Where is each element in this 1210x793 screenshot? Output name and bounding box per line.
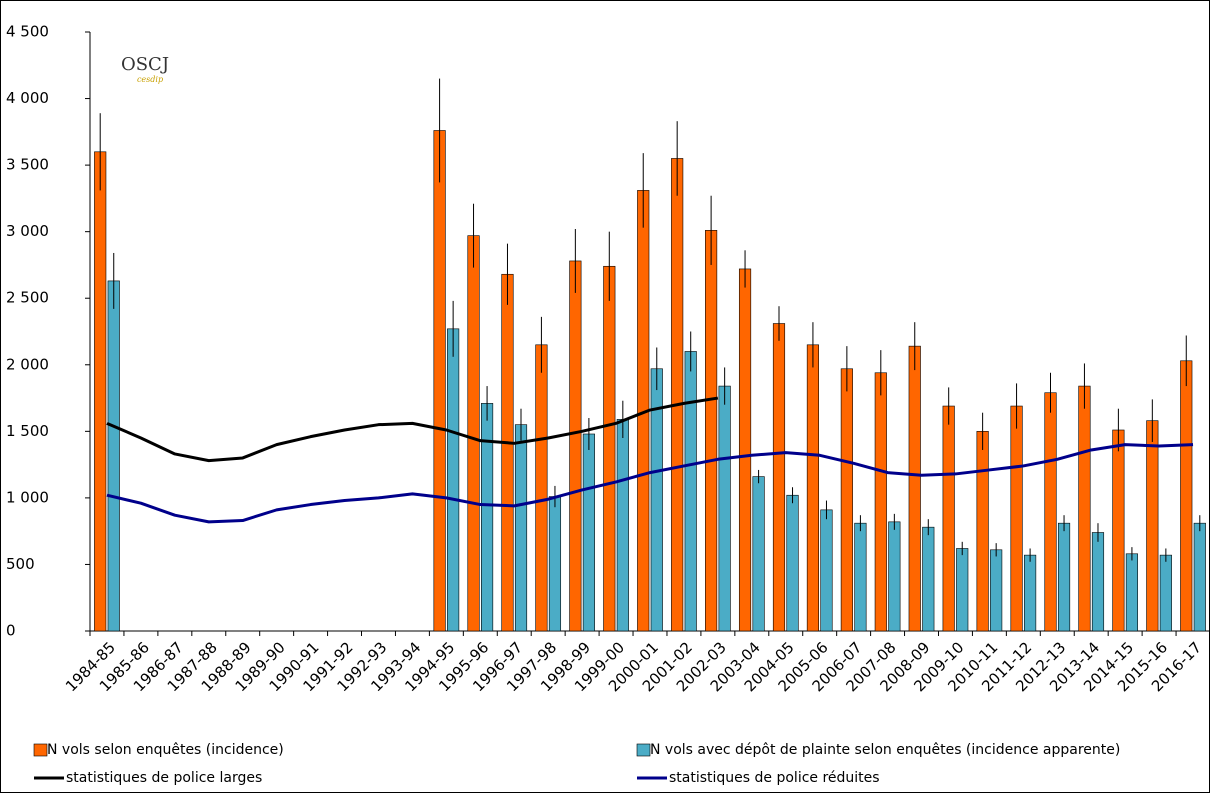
bar xyxy=(616,419,629,632)
bar xyxy=(548,496,562,632)
bar xyxy=(467,235,480,632)
y-tick-label: 1 000 xyxy=(6,488,49,506)
bar xyxy=(956,548,969,632)
line xyxy=(106,443,1194,524)
bar xyxy=(718,385,731,632)
bar xyxy=(1024,554,1037,632)
bar xyxy=(1112,429,1125,632)
bar xyxy=(569,260,582,632)
bar xyxy=(786,494,799,632)
y-tick-label: 2 500 xyxy=(6,289,49,307)
bar xyxy=(94,151,107,632)
bar xyxy=(738,268,752,632)
y-tick-label: 4 500 xyxy=(6,23,49,41)
bar xyxy=(1159,554,1172,632)
bar xyxy=(684,351,697,632)
bar xyxy=(854,522,867,632)
bar xyxy=(1010,405,1023,632)
bar xyxy=(433,130,446,632)
bar xyxy=(582,433,595,632)
bar xyxy=(481,403,494,632)
bar xyxy=(908,345,921,632)
bar xyxy=(1193,522,1206,632)
bar xyxy=(820,509,833,632)
bar xyxy=(603,265,616,632)
legend-label: statistiques de police réduites xyxy=(669,770,880,786)
bar xyxy=(922,526,935,632)
legend-label: N vols selon enquêtes (incidence) xyxy=(47,742,284,758)
legend-swatch xyxy=(636,743,651,757)
bar xyxy=(535,344,548,632)
bar xyxy=(976,431,989,632)
y-tick-label: 1 500 xyxy=(6,422,49,440)
bar xyxy=(447,328,460,632)
bar xyxy=(806,344,819,632)
bar xyxy=(888,521,901,632)
bar xyxy=(752,476,765,632)
logo-title: OSCJ xyxy=(121,54,169,75)
bar xyxy=(874,372,887,632)
legend-swatch xyxy=(33,743,48,757)
bar xyxy=(1146,420,1159,632)
bar xyxy=(942,405,955,632)
y-tick-label: 4 000 xyxy=(6,89,49,107)
bar xyxy=(1091,532,1105,632)
legend-label: N vols avec dépôt de plainte selon enquê… xyxy=(650,742,1120,758)
bar xyxy=(514,424,528,632)
bar xyxy=(501,273,514,632)
bar xyxy=(1125,553,1138,632)
legend-label: statistiques de police larges xyxy=(66,770,262,786)
bar xyxy=(1057,522,1071,632)
bar xyxy=(990,549,1003,632)
bar xyxy=(705,230,718,632)
bar xyxy=(1078,385,1091,632)
line xyxy=(106,396,719,463)
y-tick-label: 2 000 xyxy=(6,355,49,373)
bar xyxy=(107,280,120,632)
bar xyxy=(1044,392,1057,632)
bar xyxy=(1180,360,1193,632)
bar xyxy=(840,368,853,632)
y-tick-label: 500 xyxy=(6,555,35,573)
bar xyxy=(671,158,684,632)
y-tick-label: 3 000 xyxy=(6,222,49,240)
y-tick-label: 0 xyxy=(6,622,16,640)
y-tick-label: 3 500 xyxy=(6,156,49,174)
logo-subtitle: cesdip xyxy=(137,75,163,84)
bar xyxy=(772,323,786,632)
